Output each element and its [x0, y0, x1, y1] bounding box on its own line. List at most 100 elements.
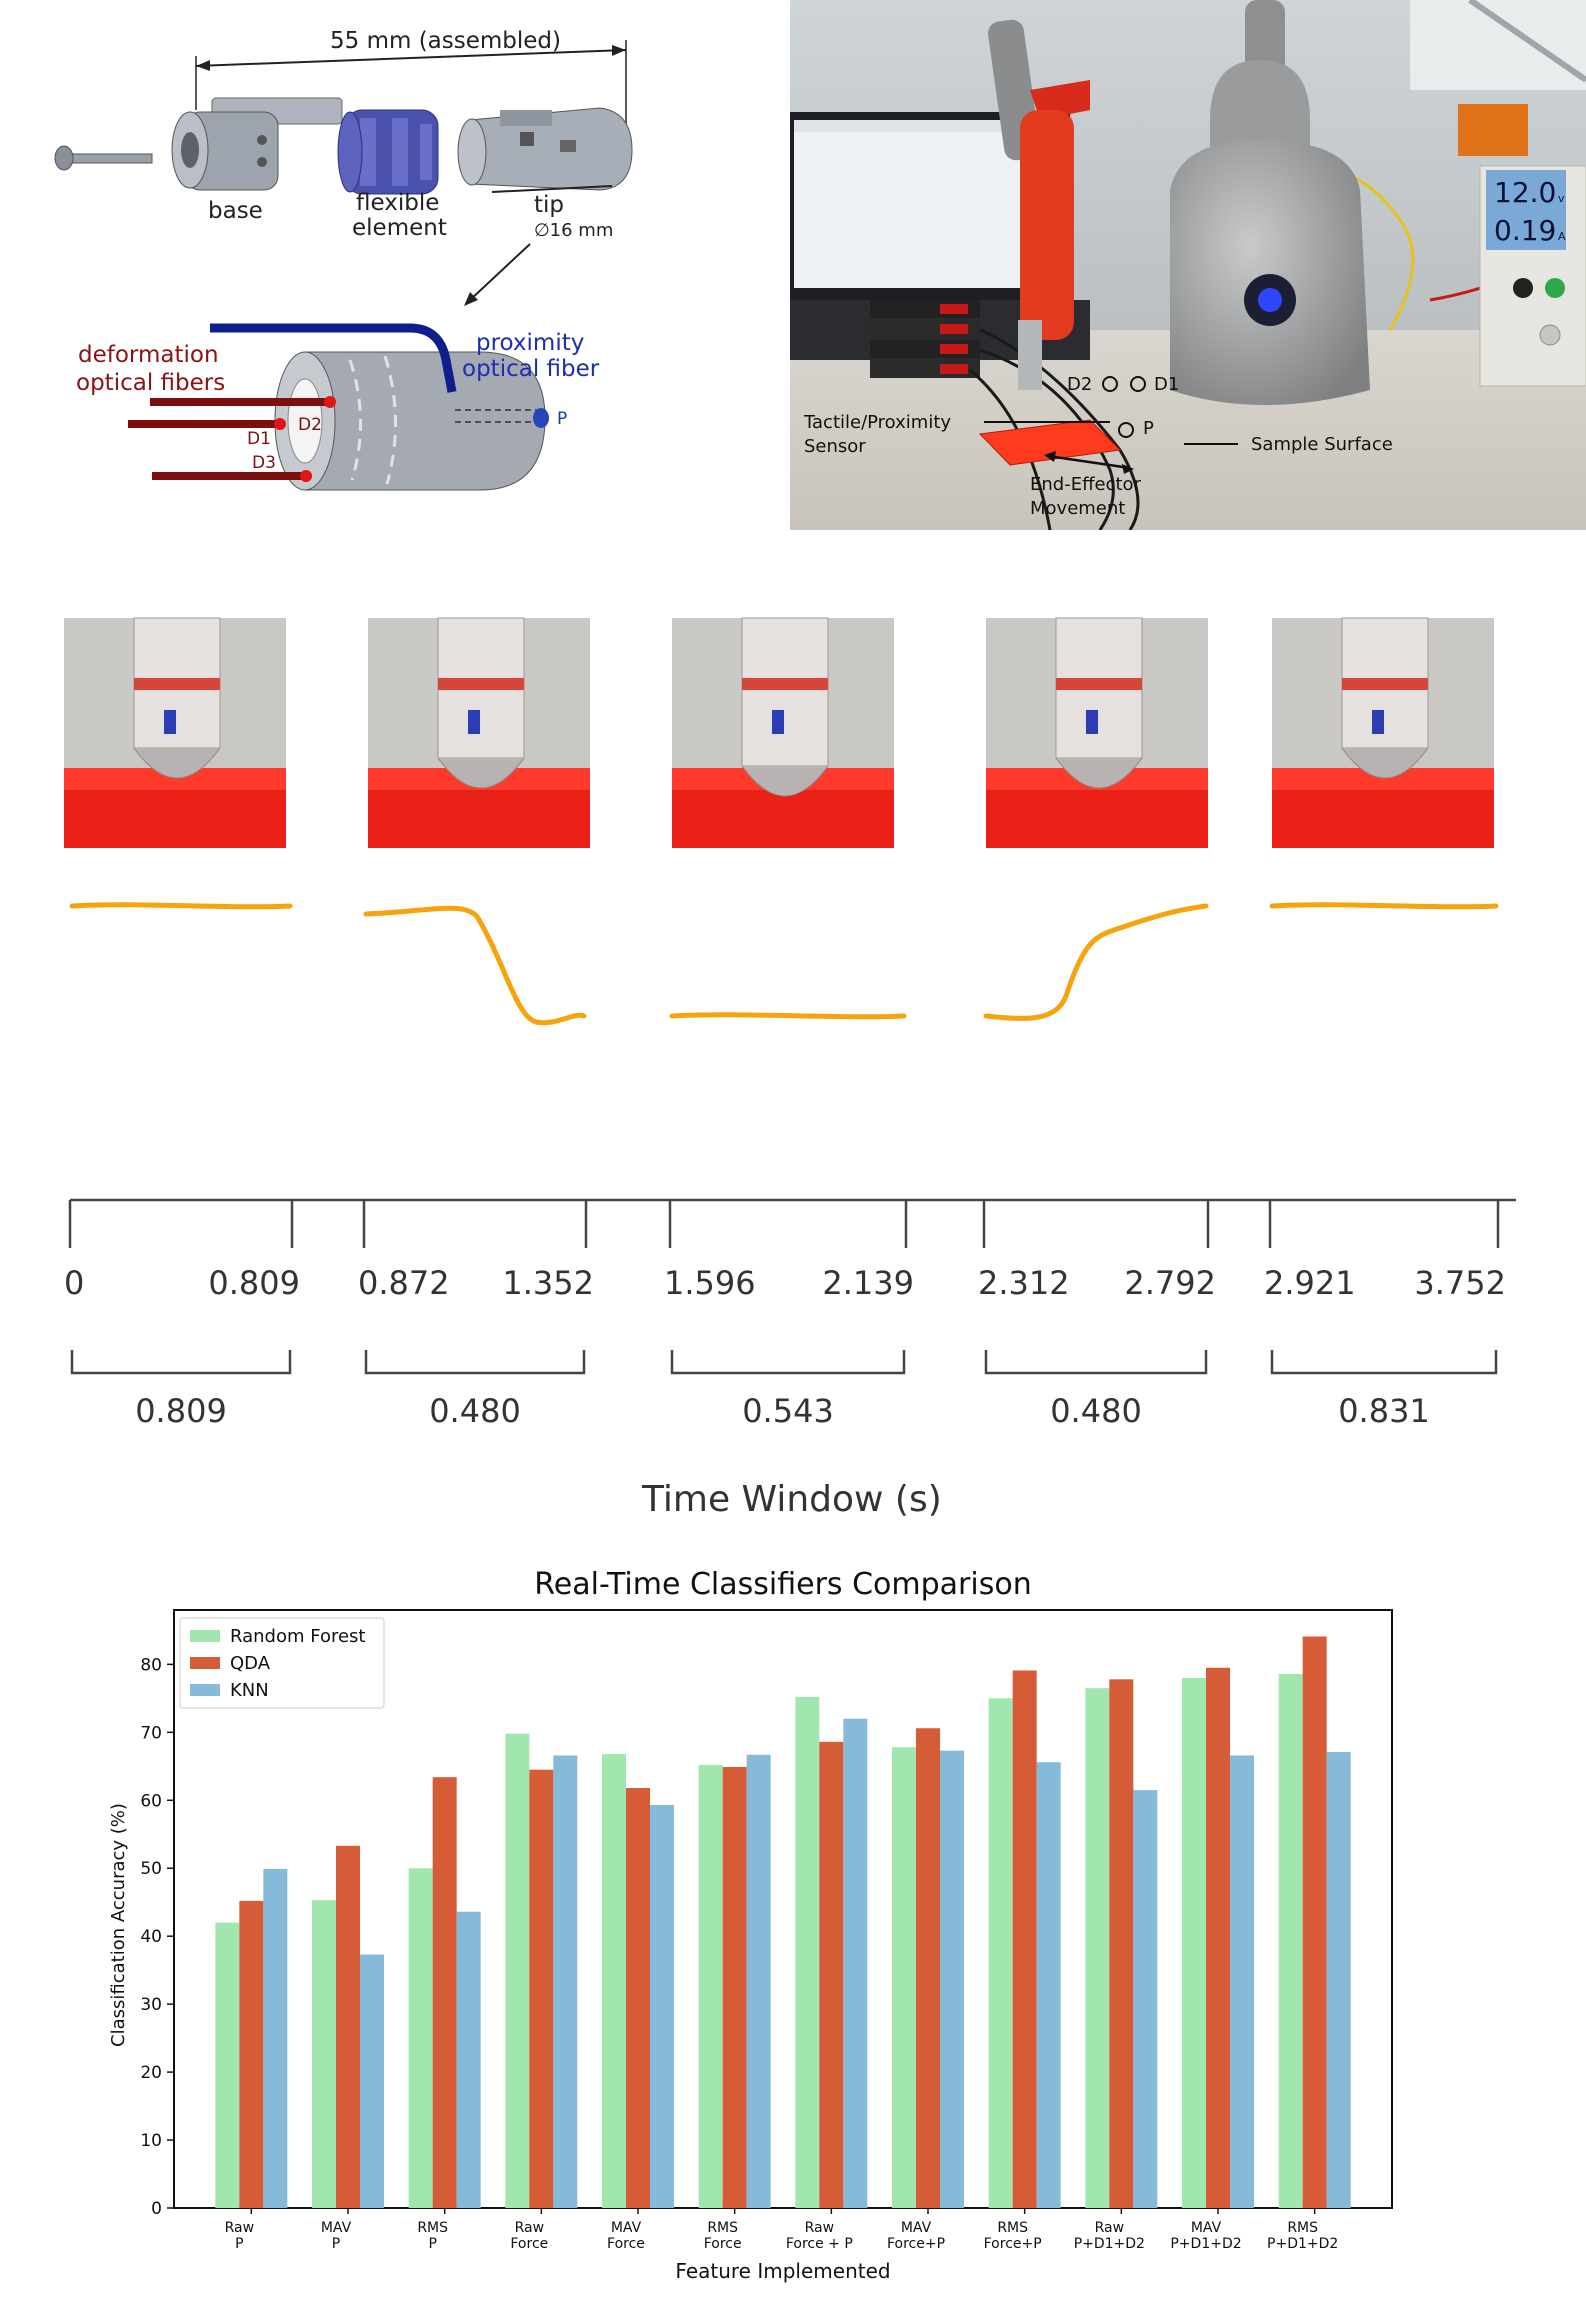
- y-tick-label: 60: [140, 1791, 162, 1811]
- y-tick-label: 40: [140, 1927, 162, 1947]
- signal-curve-4: [983, 903, 1209, 1021]
- chart-legend: Random Forest QDA KNN: [179, 1617, 385, 1709]
- screw-part: [54, 145, 153, 171]
- x-tick-label: Force+P: [887, 2236, 945, 2252]
- bar-random-forest-7: [795, 1696, 820, 2208]
- x-tick-label: Force: [704, 2236, 742, 2252]
- x-tick-label: P: [428, 2236, 436, 2252]
- snapshot-2: [368, 617, 590, 848]
- y-tick-label: 0: [151, 2199, 162, 2219]
- sensor-diagram: 55 mm (assembled) base flexible element …: [54, 28, 633, 491]
- marker-d1-label: D1: [247, 429, 271, 449]
- tip-diameter-label: ∅16 mm: [534, 220, 613, 241]
- photo-label-sensor: Tactile/Proximity Sensor: [803, 412, 957, 457]
- window-duration-5: 0.831: [1338, 1392, 1430, 1430]
- marker-p-dot: [533, 408, 549, 428]
- fiber-amplifiers: [870, 300, 980, 378]
- photo-label-d2: D2: [1067, 374, 1092, 395]
- y-tick-label: 10: [140, 2131, 162, 2151]
- time-axis-title: Time Window (s): [641, 1479, 942, 1520]
- signal-curve-2: [363, 905, 587, 1026]
- x-tick-label: Force + P: [786, 2236, 853, 2252]
- bar-knn-11: [1230, 1755, 1254, 2208]
- window-start-4: 2.312: [978, 1264, 1070, 1302]
- robot-arm: [987, 0, 1370, 405]
- legend-swatch: [190, 1630, 220, 1642]
- window-end-5: 3.752: [1414, 1264, 1506, 1302]
- y-tick-label: 20: [140, 2063, 162, 2083]
- bar-knn-4: [553, 1755, 578, 2208]
- dimension-label: 55 mm (assembled): [330, 28, 561, 54]
- snapshot-row: [64, 617, 1494, 848]
- y-tick-label: 70: [140, 1723, 162, 1743]
- bar-qda-6: [722, 1766, 747, 2208]
- bar-random-forest-2: [312, 1900, 336, 2208]
- bar-qda-2: [336, 1845, 360, 2208]
- bar-knn-9: [1036, 1762, 1061, 2208]
- chart-title: Real-Time Classifiers Comparison: [534, 1567, 1031, 1602]
- lab-setup-photo: 12.0 v 0.19 A D2 D1 P Tactile/Proximity …: [790, 0, 1586, 530]
- bar-random-forest-5: [602, 1754, 626, 2208]
- flexible-element-part: [337, 109, 439, 195]
- snapshot-1: [64, 617, 286, 848]
- x-tick-label: Raw: [225, 2220, 254, 2236]
- chart-axes: 01020304050607080RawPMAVPRMSPRawForceMAV…: [140, 1609, 1393, 2252]
- bar-random-forest-10: [1085, 1688, 1110, 2208]
- assembly-arrow: [469, 243, 531, 301]
- bar-knn-1: [263, 1868, 288, 2208]
- base-label: base: [208, 198, 263, 224]
- x-tick-label: Raw: [515, 2220, 544, 2236]
- photo-label-surface: Sample Surface: [1251, 434, 1393, 455]
- snapshot-5: [1272, 617, 1494, 848]
- y-tick-label: 30: [140, 1995, 162, 2015]
- snapshot-3: [672, 617, 894, 848]
- window-end-4: 2.792: [1124, 1264, 1216, 1302]
- window-start-5: 2.921: [1264, 1264, 1356, 1302]
- bar-knn-7: [843, 1718, 868, 2208]
- x-tick-label: Force+P: [984, 2236, 1042, 2252]
- photo-label-d1: D1: [1154, 374, 1179, 395]
- power-supply-amps: 0.19: [1494, 214, 1556, 247]
- sample-surface: [978, 419, 1122, 466]
- flexible-element-label: flexible element: [352, 190, 447, 241]
- x-tick-label: RMS: [997, 2220, 1028, 2236]
- bar-qda-11: [1206, 1667, 1230, 2208]
- window-start-2: 0.872: [358, 1264, 450, 1302]
- x-tick-label: MAV: [611, 2220, 642, 2236]
- legend-box: [179, 1617, 385, 1709]
- marker-d3-label: D3: [252, 453, 276, 473]
- x-tick-label: MAV: [1191, 2220, 1222, 2236]
- photo-label-p: P: [1143, 418, 1154, 439]
- x-tick-label: MAV: [321, 2220, 352, 2236]
- bar-qda-8: [916, 1728, 940, 2208]
- bar-qda-7: [819, 1741, 844, 2208]
- x-tick-label: P+D1+D2: [1170, 2236, 1241, 2252]
- window-end-2: 1.352: [502, 1264, 594, 1302]
- legend-swatch: [190, 1657, 220, 1669]
- classifier-bar-chart: Real-Time Classifiers Comparison 0 10 20 30…: [108, 1567, 1393, 2283]
- deformation-fibers-label: deformation optical fibers: [76, 342, 226, 396]
- bar-random-forest-6: [698, 1764, 723, 2208]
- x-tick-label: Force: [510, 2236, 548, 2252]
- x-tick-label: Raw: [1095, 2220, 1124, 2236]
- bar-knn-8: [940, 1750, 964, 2208]
- power-supply: 12.0 v 0.19 A: [1479, 165, 1586, 387]
- x-tick-label: RMS: [417, 2220, 448, 2236]
- x-tick-label: P+D1+D2: [1074, 2236, 1145, 2252]
- chart-bars: [215, 1636, 1351, 2208]
- x-tick-label: RMS: [707, 2220, 738, 2236]
- base-part: [171, 97, 343, 191]
- bar-knn-3: [456, 1911, 481, 2208]
- bar-knn-6: [746, 1754, 771, 2208]
- time-window-figure: 0 0.809 0.809 0.872 1.352 0.480 1.596 2.139 0.54…: [64, 617, 1516, 1520]
- window-duration-3: 0.543: [742, 1392, 834, 1430]
- window-start-1: 0: [64, 1264, 84, 1302]
- bar-random-forest-3: [408, 1868, 433, 2208]
- window-end-3: 2.139: [822, 1264, 914, 1302]
- bar-random-forest-4: [505, 1733, 530, 2208]
- chart-ylabel: Classification Accuracy (%): [108, 1803, 129, 2047]
- window-end-1: 0.809: [208, 1264, 300, 1302]
- bar-qda-3: [432, 1777, 457, 2208]
- snapshot-4: [986, 617, 1208, 848]
- time-axis: 0 0.809 0.809 0.872 1.352 0.480 1.596 2.139 0.54…: [64, 1198, 1516, 1430]
